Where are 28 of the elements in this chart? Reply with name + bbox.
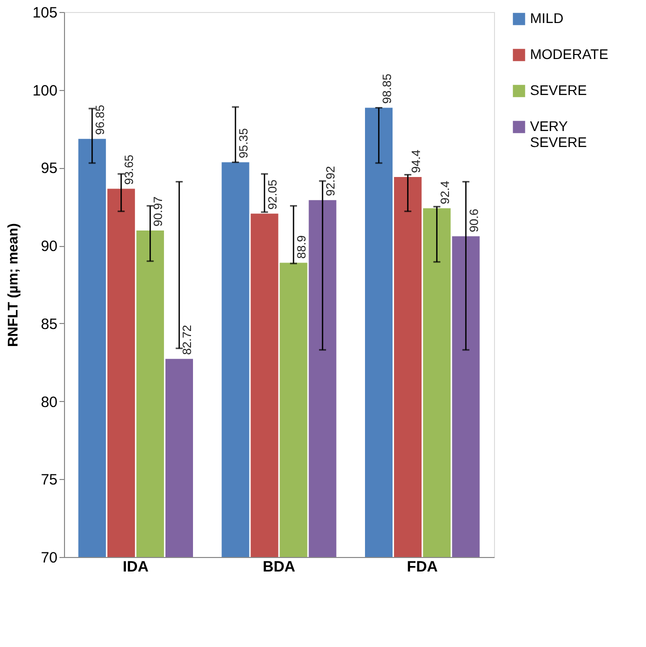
y-tick-label: 75 [40, 472, 58, 489]
y-tick-label: 70 [40, 550, 58, 566]
data-label: 93.65 [122, 154, 136, 185]
x-tick-label: FDA [406, 558, 438, 576]
y-tick-label: 90 [40, 238, 58, 256]
data-label: 95.35 [236, 128, 250, 158]
legend-label: SEVERE [530, 82, 587, 98]
x-tick-label: BDA [262, 558, 296, 576]
data-label: 98.85 [380, 73, 394, 104]
data-label: 92.05 [265, 179, 280, 210]
legend-label: VERY SEVERE [530, 118, 587, 150]
y-tick-label: 105 [32, 4, 58, 22]
data-label: 94.4 [408, 149, 423, 174]
x-tick-label: IDA [122, 558, 149, 576]
y-axis-title: RNFLT (µm; mean) [4, 223, 20, 347]
data-label: 92.4 [438, 180, 452, 204]
data-label: 92.92 [324, 166, 338, 196]
data-label: 90.6 [466, 208, 481, 232]
y-tick-label: 95 [40, 160, 58, 178]
legend-label: MILD [530, 10, 564, 26]
y-tick-label: 100 [32, 82, 58, 100]
data-label: 90.97 [151, 196, 166, 226]
data-label: 82.72 [180, 324, 194, 355]
data-label: 96.85 [93, 104, 108, 135]
data-label: 88.9 [294, 235, 309, 259]
y-tick-label: 80 [40, 394, 58, 411]
y-tick-label: 85 [40, 316, 58, 333]
legend-label: MODERATE [530, 46, 608, 62]
